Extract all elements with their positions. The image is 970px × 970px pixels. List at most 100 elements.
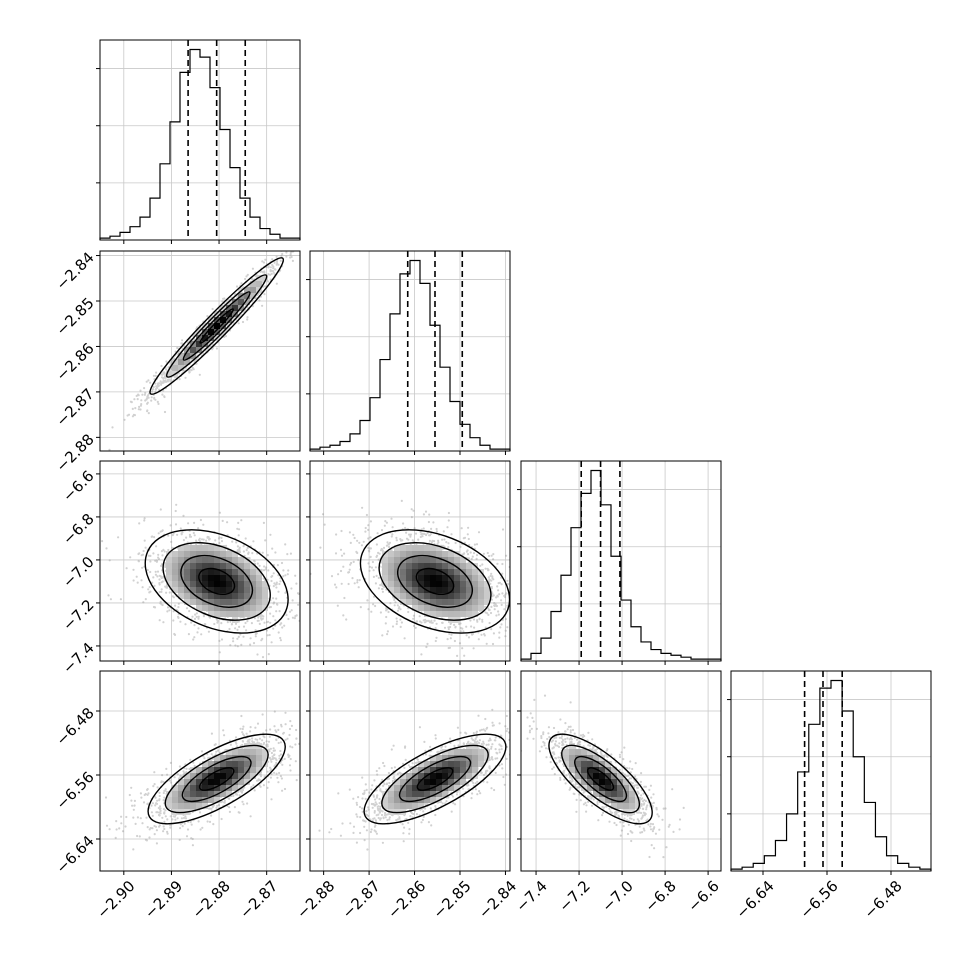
pair-1-2-density-cell: [406, 551, 412, 557]
pair-1-2-density-cell: [430, 593, 436, 599]
pair-0-2-density-cell: [244, 581, 250, 587]
pair-0-2-density-cell: [208, 551, 214, 557]
pair-2-3-density-cell: [611, 779, 617, 785]
pair-0-3-density-cell: [244, 749, 250, 755]
pair-0-3-density-cell: [250, 761, 256, 767]
pair-0-1-density-cell: [250, 281, 256, 287]
pair-1-3-density-cell: [466, 749, 472, 755]
pair-0-2-density-cell: [250, 605, 256, 611]
pair-0-2-contour-0: [198, 567, 236, 596]
pair-2-3-density-cell: [593, 761, 599, 767]
pair-0-1-density-cell: [226, 317, 232, 323]
pair-1-2-density-cell: [382, 563, 388, 569]
pair-1-3-density-cell: [454, 785, 460, 791]
pair-1-2-density-cell: [436, 605, 442, 611]
pair-0-2-density-cell: [220, 593, 226, 599]
hist-1-steps: [309, 259, 511, 451]
pair-0-2-density-cell: [232, 611, 238, 617]
pair-1-3-density-cell: [448, 767, 454, 773]
pair-0-2-density-cell: [250, 599, 256, 605]
pair-1-2-density-cell: [412, 587, 418, 593]
pair-1-2-density-cell: [448, 605, 454, 611]
pair-0-3-density-cell: [238, 755, 244, 761]
pair-0-2-density-cell: [214, 575, 220, 581]
pair-1-3-density-cell: [472, 761, 478, 767]
x-tick-label: −6.64: [733, 877, 778, 922]
x-tick-label: −2.86: [384, 877, 429, 922]
pair-0-3-density-cell: [220, 761, 226, 767]
pair-0-1-density-cell: [208, 329, 214, 335]
pair-1-2-density-cell: [394, 575, 400, 581]
pair-2-3-density-cell: [605, 773, 611, 779]
y-tick-label: −2.88: [52, 430, 97, 475]
pair-2-3-density-cell: [635, 797, 641, 803]
pair-0-2-density-cell: [190, 545, 196, 551]
pair-0-3-density-cell: [196, 791, 202, 797]
pair-1-3-density-cell: [442, 779, 448, 785]
pair-1-3-density-cell: [400, 779, 406, 785]
pair-0-2-density-cell: [214, 599, 220, 605]
pair-2-3-density-cell: [605, 785, 611, 791]
pair-1-2-density-cell: [418, 569, 424, 575]
pair-0-3-density-cell: [172, 797, 178, 803]
pair-2-3-density-cell: [593, 773, 599, 779]
pair-1-2-density-cell: [382, 575, 388, 581]
pair-1-3-density-cell: [394, 779, 400, 785]
pair-1-3-density-cell: [442, 761, 448, 767]
pair-0-3-density-cell: [232, 767, 238, 773]
pair-1-2-density-cell: [478, 581, 484, 587]
pair-0-2-density-cell: [244, 575, 250, 581]
pair-0-2-density-cell: [226, 605, 232, 611]
pair-1-2-density-cell: [424, 611, 430, 617]
pair-2-3-density-cell: [635, 803, 641, 809]
pair-0-3-density-cell: [256, 761, 262, 767]
pair-1-2-density-cell: [430, 581, 436, 587]
pair-2-3-density-cell: [629, 785, 635, 791]
pair-0-2-density-cell: [250, 611, 256, 617]
pair-1-2-density-cell: [430, 563, 436, 569]
pair-0-3-density-cell: [178, 803, 184, 809]
pair-1-2-density-cell: [454, 563, 460, 569]
pair-0-2-density-cell: [238, 599, 244, 605]
pair-1-2-density-cell: [430, 599, 436, 605]
pair-0-1-density-cell: [184, 347, 190, 353]
pair-1-3-density-cell: [436, 779, 442, 785]
pair-1-2-density-cell: [412, 563, 418, 569]
pair-1-2-density-cell: [406, 575, 412, 581]
pair-0-2-density-cell: [244, 563, 250, 569]
pair-1-2-density-cell: [424, 557, 430, 563]
pair-2-3-density-cell: [629, 803, 635, 809]
pair-2-3-density-cell: [563, 755, 569, 761]
pair-0-3-density-cell: [220, 779, 226, 785]
pair-1-3-density-cell: [460, 767, 466, 773]
pair-1-2-density-cell: [424, 605, 430, 611]
pair-0-3-density-cell: [220, 755, 226, 761]
pair-1-3-density-cell: [406, 785, 412, 791]
pair-0-1-density-cell: [238, 299, 244, 305]
pair-1-2-density-cell: [430, 557, 436, 563]
pair-0-2-density-cell: [196, 563, 202, 569]
pair-1-2-density-cell: [388, 557, 394, 563]
pair-0-2-density-cell: [226, 557, 232, 563]
y-tick-label: −7.2: [59, 596, 97, 634]
pair-0-2-density-cell: [184, 569, 190, 575]
pair-1-2-density-cell: [472, 575, 478, 581]
pair-0-3-density-cell: [262, 755, 268, 761]
y-tick-label: −2.84: [52, 248, 97, 293]
pair-0-3-density-cell: [232, 755, 238, 761]
pair-1-2-density-cell: [454, 599, 460, 605]
pair-1-3-density-cell: [478, 761, 484, 767]
pair-0-3-density-cell: [238, 767, 244, 773]
pair-1-2-density-cell: [466, 563, 472, 569]
pair-0-1-density-cell: [202, 329, 208, 335]
pair-2-3-density-cell: [587, 761, 593, 767]
pair-1-2-density-cell: [388, 587, 394, 593]
pair-0-3-density-cell: [256, 749, 262, 755]
pair-1-2-density-cell: [388, 575, 394, 581]
x-tick-label: −6.48: [861, 877, 906, 922]
pair-1-3-density-cell: [442, 755, 448, 761]
pair-1-3-density-cell: [466, 761, 472, 767]
pair-0-3-density-cell: [202, 785, 208, 791]
pair-0-2-density-cell: [196, 587, 202, 593]
